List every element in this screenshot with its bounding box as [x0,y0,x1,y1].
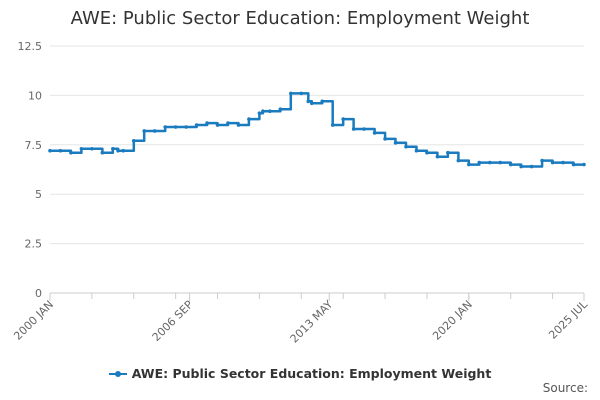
x-tick-label: 2013 MAY [288,298,336,346]
x-tick-label: 2006 SEP [150,298,196,344]
data-point [116,148,120,153]
data-point [215,123,220,127]
data-point [446,150,450,155]
chart-title: AWE: Public Sector Education: Employment… [70,8,530,29]
data-point [306,99,311,104]
data-point [540,158,544,163]
data-point [519,164,523,169]
data-point [299,91,304,96]
data-point [69,150,73,155]
data-point [351,127,356,131]
data-point [309,101,314,106]
x-tick-label: 2020 JAN [430,298,475,343]
data-point [173,125,178,129]
data-point [320,99,325,104]
data-point [435,154,440,159]
data-point [152,129,157,133]
data-point [467,162,471,167]
data-point [550,160,555,165]
data-point [184,125,188,129]
y-tick-label: 0 [35,287,42,300]
data-point [268,109,272,114]
data-point [582,162,586,167]
data-point [100,150,105,155]
data-point [111,146,115,151]
data-point [257,111,262,115]
x-tick-label: 2025 JUL [546,297,590,341]
data-point [58,148,63,153]
data-point [571,162,576,167]
data-point [289,91,293,96]
data-point [121,148,126,153]
data-point [131,139,136,143]
data-point [261,109,265,114]
data-point [226,121,230,125]
data-point [404,144,408,149]
series-line [50,92,584,168]
legend-series-marker [108,369,127,379]
data-point [48,148,52,153]
y-tick-label: 12.5 [18,40,43,53]
y-tick-label: 2.5 [25,238,43,251]
data-point [414,148,419,153]
data-point [456,158,461,163]
data-point [561,160,565,165]
data-point [393,141,398,145]
data-point [236,123,241,127]
x-tick-label: 2000 JAN [11,298,56,343]
y-tick-label: 10 [28,89,42,102]
y-tick-label: 7.5 [25,139,43,152]
data-point [498,160,503,165]
data-point [79,146,84,151]
data-point [194,123,199,127]
data-point [142,129,147,133]
data-point [247,117,251,121]
y-tick-label: 5 [35,188,42,201]
legend-series-label: AWE: Public Sector Education: Employment… [131,366,492,381]
legend[interactable]: AWE: Public Sector Education: Employment… [0,365,600,381]
data-point [163,125,167,129]
data-point [487,160,492,165]
data-point [278,107,283,112]
data-point [425,150,429,155]
data-point [508,162,513,167]
source-label: Source: [542,381,588,395]
data-point [362,127,366,131]
data-point [372,131,377,135]
data-point [341,117,345,121]
data-point [477,160,482,165]
data-point [205,121,209,125]
data-point [330,123,335,127]
data-point [529,164,534,169]
data-point [383,137,387,141]
data-point [90,146,94,151]
